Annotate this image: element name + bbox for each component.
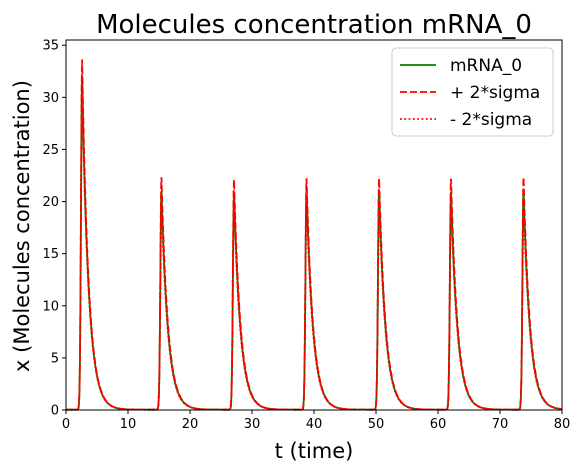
chart-title: Molecules concentration mRNA_0 bbox=[96, 10, 532, 40]
legend-label-minus-sigma: - 2*sigma bbox=[450, 110, 532, 130]
x-axis-label: t (time) bbox=[275, 439, 354, 463]
legend-label-mrna: mRNA_0 bbox=[450, 56, 522, 76]
y-tick-label: 35 bbox=[42, 39, 59, 54]
x-axis: 0 10 20 30 40 50 60 70 80 bbox=[62, 410, 570, 432]
x-tick-label: 60 bbox=[430, 417, 447, 432]
y-tick-label: 0 bbox=[51, 404, 59, 419]
legend-box bbox=[391, 47, 554, 137]
x-tick-label: 10 bbox=[120, 417, 137, 432]
y-tick-label: 30 bbox=[42, 91, 59, 106]
y-tick-label: 15 bbox=[42, 247, 59, 262]
x-tick-label: 20 bbox=[182, 417, 199, 432]
x-tick-label: 40 bbox=[306, 417, 323, 432]
y-axis-label: x (Molecules concentration) bbox=[10, 80, 34, 372]
x-tick-label: 50 bbox=[368, 417, 385, 432]
x-tick-label: 0 bbox=[62, 417, 70, 432]
legend: mRNA_0 + 2*sigma - 2*sigma bbox=[391, 47, 554, 137]
y-tick-label: 20 bbox=[42, 195, 59, 210]
y-tick-label: 5 bbox=[51, 351, 59, 366]
x-tick-label: 30 bbox=[244, 417, 261, 432]
legend-label-plus-sigma: + 2*sigma bbox=[450, 83, 540, 103]
y-axis: 0 5 10 15 20 25 30 35 bbox=[42, 39, 66, 419]
y-tick-label: 10 bbox=[42, 299, 59, 314]
y-tick-label: 25 bbox=[42, 143, 59, 158]
x-tick-label: 80 bbox=[554, 417, 571, 432]
x-tick-label: 70 bbox=[492, 417, 509, 432]
